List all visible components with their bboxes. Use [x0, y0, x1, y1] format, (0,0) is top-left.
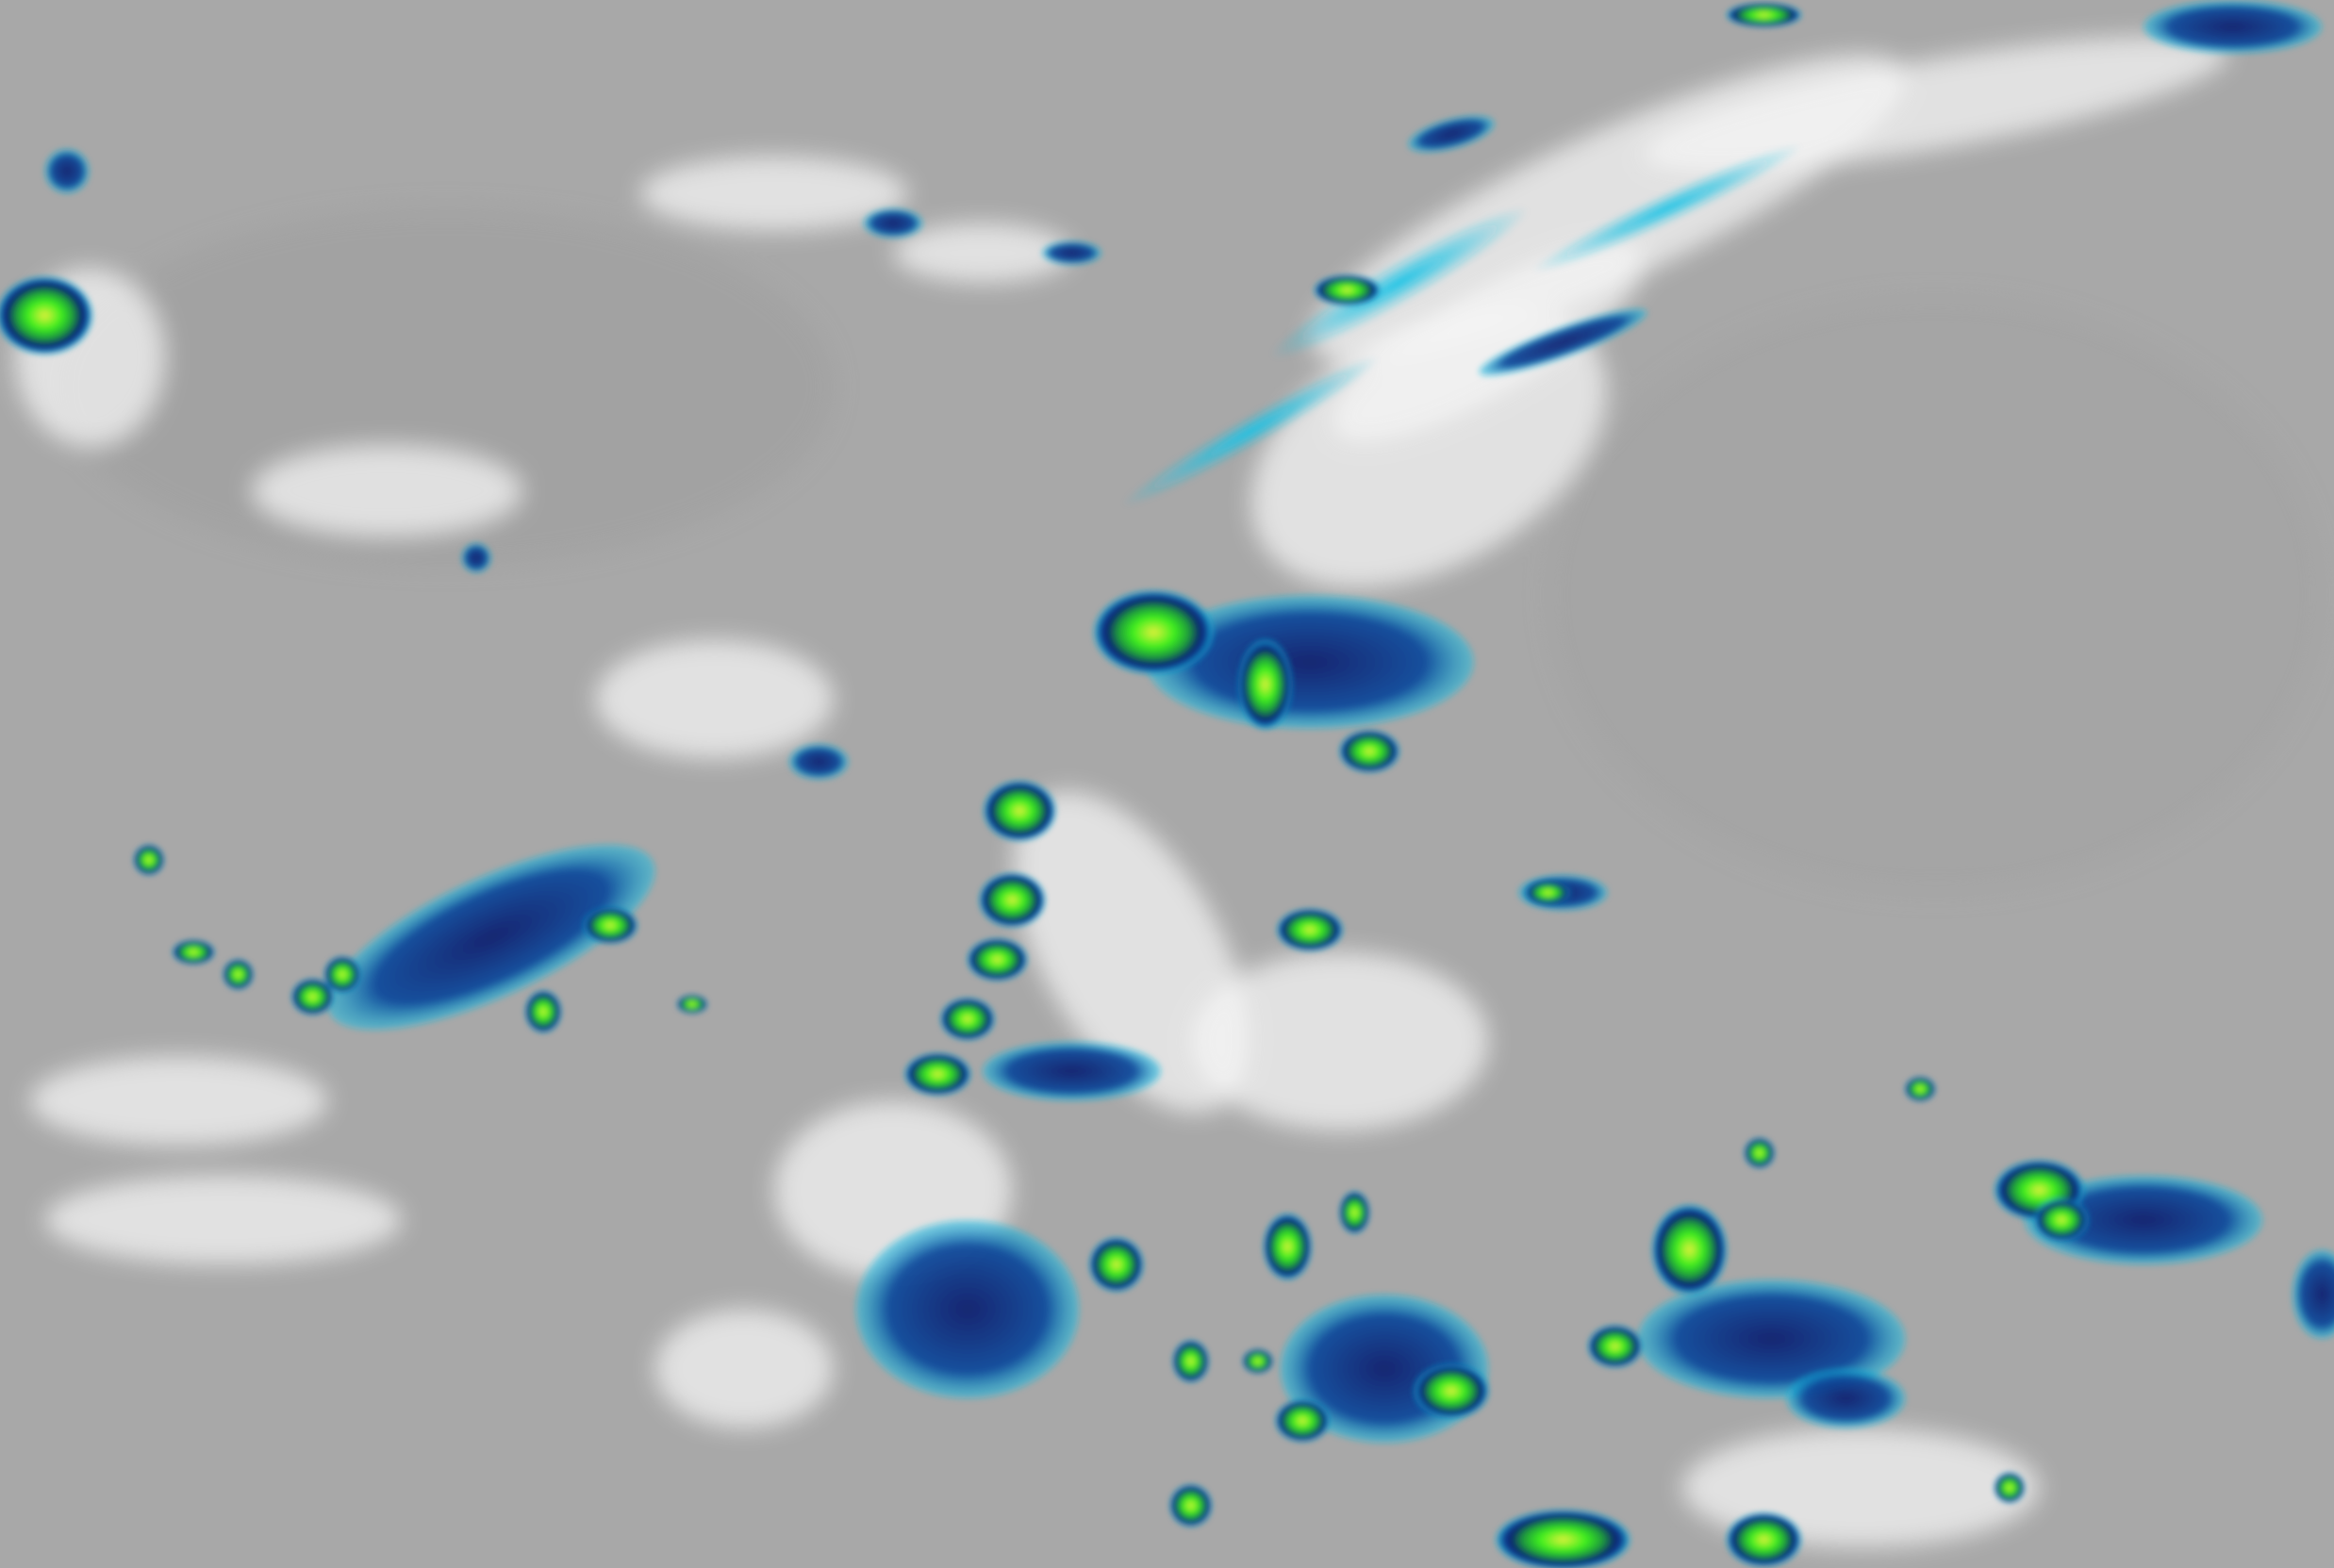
cirrus-patch — [29, 1056, 328, 1146]
cold-cloud — [788, 743, 849, 780]
cold-cloud — [1041, 240, 1102, 265]
convective-cell — [324, 956, 360, 993]
cirrus-patch — [253, 446, 521, 536]
convective-cell — [1277, 909, 1343, 951]
convective-cell — [677, 995, 707, 1014]
cirrus-patch — [1190, 951, 1489, 1131]
convective-cell — [1905, 1077, 1935, 1101]
convective-cell — [1496, 1510, 1630, 1568]
cirrus-patch — [654, 1309, 834, 1428]
convective-cell — [979, 873, 1046, 927]
cold-cloud — [982, 1041, 1162, 1101]
convective-cells — [0, 3, 2089, 1568]
cirrus-patch — [1332, 241, 1646, 442]
convective-cell — [1726, 3, 1801, 27]
convective-cell — [904, 1053, 971, 1096]
convective-cell — [1169, 1484, 1212, 1527]
convective-cell — [1744, 1138, 1775, 1168]
cirrus-layer — [14, 36, 2323, 1547]
convective-cell — [583, 907, 637, 944]
convective-cell — [2034, 1198, 2089, 1241]
background-shade — [59, 207, 834, 566]
cold-cloud — [2292, 1249, 2334, 1340]
convective-cell — [984, 781, 1056, 841]
background-shade — [1548, 297, 2323, 893]
cirrus-patch — [893, 223, 1072, 283]
cold-cloud — [1269, 206, 1529, 359]
convective-cell — [173, 940, 215, 965]
cirrus-patch — [639, 156, 908, 231]
convective-cell — [1995, 1473, 2025, 1503]
cold-cloud-layer — [44, 0, 2334, 1444]
cold-cloud — [1786, 1368, 1906, 1428]
cold-cloud — [855, 1219, 1080, 1399]
cold-cloud — [2024, 1175, 2263, 1265]
convective-cell — [1314, 274, 1381, 305]
cirrus-patch — [44, 1175, 403, 1265]
convective-cell — [1089, 1237, 1144, 1292]
cold-cloud — [327, 844, 655, 1031]
cold-cloud — [863, 207, 923, 239]
convective-cell — [1275, 1399, 1330, 1442]
convective-cell — [1094, 590, 1214, 674]
convective-cell — [1588, 1325, 1643, 1367]
convective-cell — [1339, 730, 1399, 772]
convective-cell — [1243, 1349, 1273, 1374]
convective-cell — [134, 845, 164, 875]
convective-cell — [1172, 1340, 1209, 1382]
convective-cell — [0, 276, 92, 355]
convective-cell — [223, 959, 254, 990]
cold-cloud — [1120, 355, 1380, 507]
cold-cloud — [1146, 595, 1474, 730]
convective-cell — [1525, 881, 1571, 905]
convective-cell — [1238, 639, 1293, 730]
cold-cloud — [1637, 1279, 1906, 1399]
convective-cell — [1264, 1213, 1312, 1279]
cold-cloud — [1479, 308, 1647, 376]
cold-cloud — [1531, 143, 1803, 273]
cirrus-patch — [1641, 36, 2228, 173]
cirrus-patch — [1013, 791, 1250, 1114]
cirrus-patch — [595, 639, 834, 759]
cold-cloud — [44, 148, 90, 194]
convective-cell — [940, 998, 995, 1040]
convective-cell — [1726, 1512, 1801, 1567]
convective-cell — [525, 990, 562, 1032]
convective-cell — [1414, 1363, 1489, 1418]
convective-cell — [967, 938, 1028, 981]
convective-cell — [291, 979, 334, 1015]
cold-cloud — [461, 542, 491, 573]
cold-cloud — [2143, 0, 2323, 54]
convective-cell — [1652, 1205, 1727, 1295]
convective-cell — [1339, 1191, 1370, 1233]
cold-cloud — [1408, 115, 1495, 153]
